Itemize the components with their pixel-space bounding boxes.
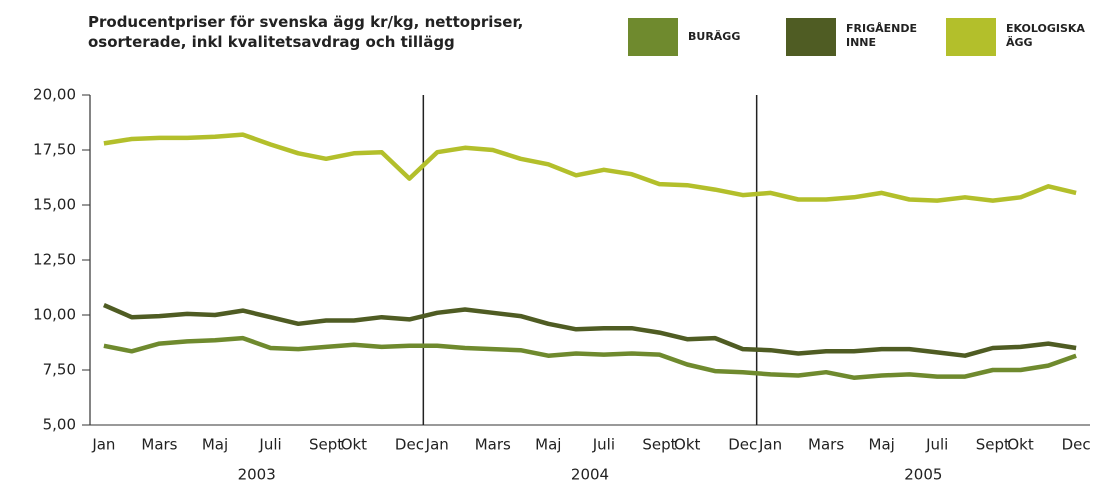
x-tick-label: Maj [202, 436, 228, 454]
y-tick-label: 15,00 [33, 196, 76, 214]
legend-label: BURÄGG [688, 30, 741, 43]
legend-label: FRIGÅENDE INNE [846, 22, 917, 49]
y-tick-label: 10,00 [33, 306, 76, 324]
x-tick-label: Mars [475, 436, 511, 454]
y-tick-label: 5,00 [43, 416, 76, 434]
x-tick-label: Maj [535, 436, 561, 454]
x-tick-label: Okt [341, 436, 367, 454]
y-tick-label: 20,00 [33, 86, 76, 104]
legend-swatch [786, 18, 836, 56]
y-tick-label: 17,50 [33, 141, 76, 159]
x-tick-label: Dec [1062, 436, 1091, 454]
series-line [103, 303, 1077, 358]
x-tick-label: Maj [869, 436, 895, 454]
x-tick-label: Jan [91, 436, 115, 454]
x-tick-label: Okt [674, 436, 700, 454]
x-tick-label: Okt [1007, 436, 1033, 454]
legend-swatch [628, 18, 678, 56]
x-tick-label: Juli [925, 436, 948, 454]
year-label: 2003 [238, 466, 276, 484]
chart-title: Producentpriser för svenska ägg kr/kg, n… [88, 13, 524, 51]
y-tick-label: 7,50 [43, 361, 76, 379]
x-tick-label: Sept [309, 436, 343, 454]
x-tick-label: Jan [758, 436, 782, 454]
x-tick-label: Dec [395, 436, 424, 454]
x-tick-label: Mars [141, 436, 177, 454]
year-label: 2004 [571, 466, 609, 484]
x-tick-label: Dec [728, 436, 757, 454]
series-line [103, 132, 1077, 203]
x-tick-label: Sept [642, 436, 676, 454]
legend-swatch [946, 18, 996, 56]
x-tick-label: Juli [592, 436, 615, 454]
x-tick-label: Juli [258, 436, 281, 454]
x-tick-label: Mars [808, 436, 844, 454]
y-tick-label: 12,50 [33, 251, 76, 269]
legend-label: EKOLOGISKA ÄGG [1006, 22, 1085, 49]
x-tick-label: Sept [976, 436, 1010, 454]
x-tick-label: Jan [425, 436, 449, 454]
year-label: 2005 [904, 466, 942, 484]
series-line [103, 335, 1077, 380]
